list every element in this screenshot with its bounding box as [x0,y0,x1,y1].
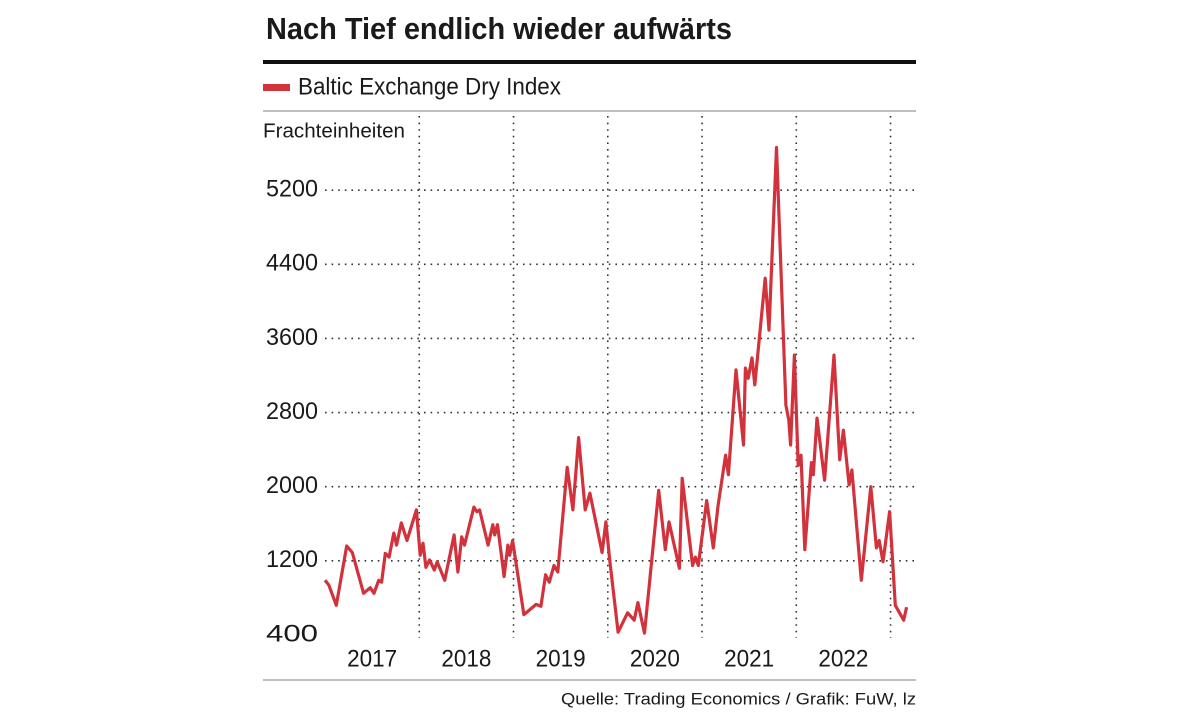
y-tick-label: 5200 [266,175,318,202]
source: Quelle: Trading Economics / Grafik: FuW,… [561,689,916,708]
x-tick-label: 2022 [818,645,868,672]
legend-swatch [263,84,290,91]
x-tick-label: 2019 [536,645,586,672]
y-tick-label: 4400 [266,250,318,277]
x-tick-label: 2020 [630,645,680,672]
chart-title: Nach Tief endlich wieder aufwärts [266,11,732,46]
x-tick-label: 2021 [724,645,774,672]
y-tick-label: 2800 [266,398,318,425]
y-tick-label: 3600 [266,324,318,351]
legend-label: Baltic Exchange Dry Index [298,73,561,100]
y-tick-label: 1200 [266,546,318,573]
y-tick-label: 400 [266,620,318,647]
x-tick-label: 2018 [441,645,491,672]
x-tick-label: 2017 [347,645,397,672]
y-axis-label: Frachteinheiten [263,120,405,142]
y-tick-label: 2000 [266,472,318,499]
data-line [323,145,909,635]
